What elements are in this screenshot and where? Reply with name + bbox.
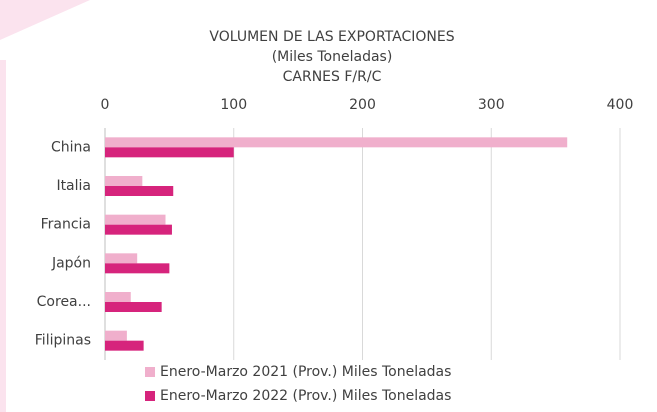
x-tick-label: 300 [478, 97, 505, 113]
y-tick-label: Francia [41, 217, 91, 233]
bar [105, 147, 234, 158]
bar [105, 292, 131, 302]
y-tick-label: Japón [51, 255, 91, 271]
x-tick-label: 200 [349, 97, 376, 113]
legend: Enero-Marzo 2021 (Prov.) Miles Toneladas… [145, 364, 451, 404]
legend-label: Enero-Marzo 2021 (Prov.) Miles Toneladas [160, 364, 451, 380]
y-tick-label: Filipinas [35, 333, 91, 349]
bar [105, 214, 166, 225]
x-tick-label: 400 [607, 97, 634, 113]
bar [105, 137, 568, 148]
bar [105, 224, 172, 235]
bar [105, 186, 174, 196]
legend-label: Enero-Marzo 2022 (Prov.) Miles Toneladas [160, 388, 451, 404]
legend-swatch [145, 367, 155, 377]
x-tick-label: 0 [101, 97, 110, 113]
y-tick-label: Corea... [37, 294, 91, 310]
bar [105, 263, 170, 274]
chart-subtitle: (Miles Toneladas) [272, 49, 393, 65]
y-tick-label: Italia [56, 178, 91, 194]
legend-swatch [145, 391, 155, 401]
decor-edge [0, 60, 6, 412]
bar [105, 302, 162, 312]
x-tick-label: 100 [220, 97, 247, 113]
bar [105, 253, 138, 264]
bar [105, 330, 127, 341]
bar [105, 176, 143, 186]
bar [105, 340, 144, 351]
chart-title: VOLUMEN DE LAS EXPORTACIONES [209, 29, 454, 45]
y-tick-label: China [51, 139, 91, 155]
chart-subtitle: CARNES F/R/C [283, 69, 382, 85]
decor-stripe [0, 0, 90, 40]
